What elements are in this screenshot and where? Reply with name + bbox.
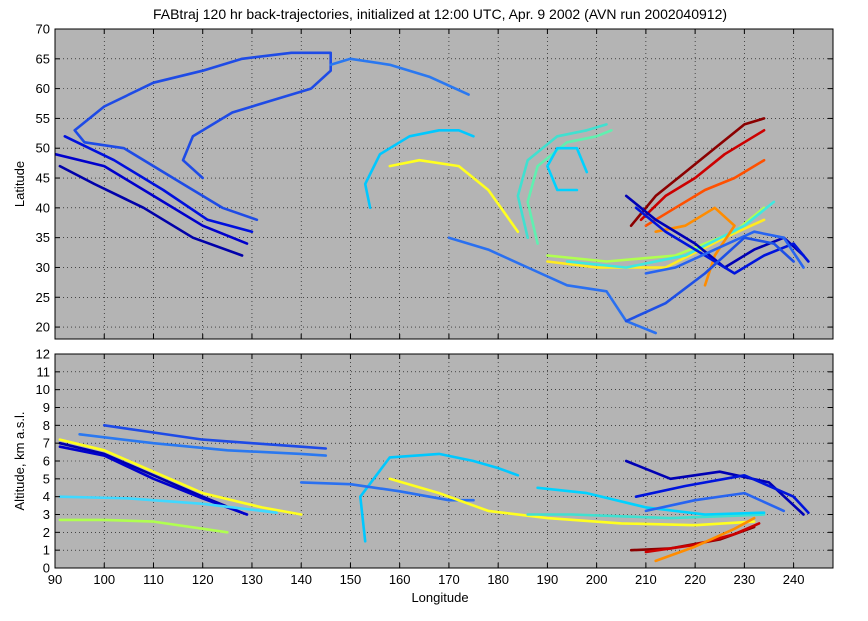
x-tick-label: 180 (487, 572, 509, 587)
y-tick-label: 3 (43, 507, 50, 522)
trajectory-line (78, 432, 328, 457)
trajectory-line (63, 135, 254, 233)
y-tick-label: 8 (43, 418, 50, 433)
y-tick-label: 70 (36, 22, 50, 37)
trajectory-line (644, 491, 786, 513)
trajectory-line (388, 158, 520, 233)
y-tick-label: 40 (36, 200, 50, 215)
trajectory-line (654, 516, 756, 563)
trajectory-line (58, 438, 303, 516)
x-axis-label: Longitude (411, 590, 468, 605)
trajectory-line (624, 459, 805, 516)
y-axis-label: Altitude, km a.s.l. (12, 412, 27, 511)
y-tick-label: 12 (36, 347, 50, 362)
x-tick-label: 170 (438, 572, 460, 587)
y-axis-label: Latitude (12, 161, 27, 207)
y-tick-label: 60 (36, 81, 50, 96)
x-tick-label: 220 (684, 572, 706, 587)
trajectory-line (546, 218, 766, 269)
x-tick-label: 140 (290, 572, 312, 587)
axes-frame (54, 28, 834, 340)
trajectory-line (363, 129, 475, 210)
trajectory-line (634, 206, 810, 275)
y-tick-label: 30 (36, 260, 50, 275)
trajectory-line (634, 473, 810, 515)
y-tick-label: 9 (43, 400, 50, 415)
y-tick-label: 5 (43, 471, 50, 486)
x-tick-label: 190 (537, 572, 559, 587)
trajectory-line (526, 129, 613, 245)
x-tick-label: 110 (143, 572, 164, 587)
series-group (58, 423, 810, 563)
trajectory-line (102, 423, 328, 450)
y-tick-label: 7 (43, 436, 50, 451)
y-tick-label: 25 (36, 290, 50, 305)
x-tick-label: 150 (340, 572, 362, 587)
x-tick-label: 90 (48, 572, 62, 587)
series-group (55, 51, 810, 335)
y-tick-label: 45 (36, 171, 50, 186)
trajectory-line (58, 495, 278, 515)
trajectory-line (644, 522, 761, 554)
y-tick-label: 50 (36, 141, 50, 156)
trajectory-line (526, 513, 766, 520)
x-tick-label: 240 (783, 572, 805, 587)
y-tick-label: 1 (43, 543, 50, 558)
trajectory-line (546, 206, 766, 263)
trajectory-line (73, 51, 333, 222)
y-tick-label: 35 (36, 230, 50, 245)
y-tick-label: 20 (36, 320, 50, 335)
y-tick-label: 6 (43, 454, 50, 469)
trajectory-line (644, 230, 805, 275)
trajectory-line (358, 452, 520, 543)
x-tick-label: 160 (389, 572, 411, 587)
trajectory-line (639, 129, 766, 222)
trajectory-line (58, 518, 229, 534)
y-tick-label: 65 (36, 51, 50, 66)
map-panel: 20 25 30 35 40 45 50 55 60 65 70 Latitude (12, 22, 834, 340)
trajectory-line (565, 200, 776, 269)
y-tick-label: 55 (36, 111, 50, 126)
trajectory-line (58, 164, 244, 257)
trajectory-line (546, 146, 589, 192)
trajectory-line (58, 445, 249, 516)
x-tick-label: 120 (192, 572, 214, 587)
y-tick-label: 0 (43, 561, 50, 576)
y-tick-label: 4 (43, 489, 50, 504)
trajectory-line (55, 152, 249, 245)
x-tick-label: 230 (734, 572, 756, 587)
trajectory-line (624, 236, 795, 323)
trajectory-line (388, 477, 756, 527)
trajectory-line (536, 486, 766, 516)
x-tick-label: 130 (241, 572, 263, 587)
x-tick-label: 210 (635, 572, 657, 587)
trajectory-line (329, 57, 470, 96)
y-tick-label: 11 (37, 364, 51, 379)
chart-title: FABtraj 120 hr back-trajectories, initia… (153, 6, 727, 22)
y-tick-label: 2 (43, 525, 50, 540)
x-tick-label: 100 (93, 572, 115, 587)
trajectory-line (516, 123, 608, 239)
trajectory-line (644, 158, 766, 227)
trajectory-line (629, 117, 766, 227)
y-tick-label: 10 (36, 382, 50, 397)
x-tick-label: 200 (586, 572, 608, 587)
